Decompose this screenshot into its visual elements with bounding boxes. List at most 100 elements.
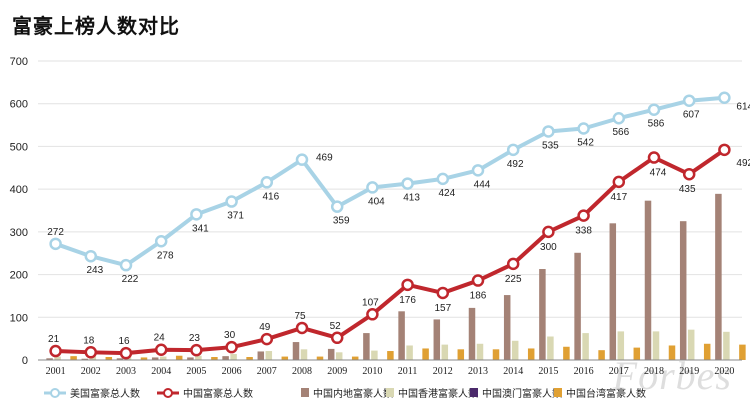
data-label-美国富豪总人数-2005: 341 (192, 223, 209, 234)
bar-中国内地富豪人数-2002 (81, 358, 89, 360)
legend-label-中国内地富豪人数: 中国内地富豪人数 (313, 387, 393, 400)
x-tick-label-2007: 2007 (257, 366, 277, 377)
bar-中国香港富豪人数-2005 (195, 355, 202, 360)
bar-中国台湾富豪人数-2006 (246, 357, 253, 360)
bar-中国香港富豪人数-2017 (617, 331, 625, 360)
data-label-中国富豪总人数-2001: 21 (48, 334, 60, 345)
data-label-美国富豪总人数-2010: 404 (368, 196, 385, 207)
bar-中国内地富豪人数-2012 (433, 319, 441, 360)
bar-中国内地富豪人数-2001 (46, 358, 53, 360)
legend-swatch-中国台湾富豪人数 (554, 388, 562, 397)
point-中国富豪总人数-2011 (401, 278, 414, 292)
bar-中国内地富豪人数-2003 (116, 358, 124, 360)
point-美国富豪总人数-2019 (682, 94, 696, 107)
y-tick-label-500: 500 (10, 141, 28, 153)
x-tick-label-2012: 2012 (433, 366, 453, 377)
bar-中国台湾富豪人数-2019 (703, 343, 711, 360)
bar-中国台湾富豪人数-2004 (175, 355, 183, 360)
data-label-中国富豪总人数-2011: 176 (399, 295, 416, 306)
y-tick-label-200: 200 (10, 270, 28, 282)
bar-中国内地富豪人数-2020 (715, 193, 722, 360)
y-tick-label-100: 100 (10, 312, 28, 324)
data-label-美国富豪总人数-2003: 222 (122, 274, 139, 285)
bar-中国台湾富豪人数-2020 (739, 344, 746, 360)
data-label-中国富豪总人数-2010: 107 (362, 297, 379, 308)
point-美国富豪总人数-2017 (612, 111, 626, 125)
bar-中国台湾富豪人数-2009 (351, 356, 359, 360)
data-label-美国富豪总人数-2017: 566 (612, 127, 629, 138)
data-label-美国富豪总人数-2001: 272 (47, 227, 64, 238)
bar-中国台湾富豪人数-2012 (457, 349, 465, 360)
x-tick-label-2014: 2014 (503, 366, 523, 377)
data-label-中国富豪总人数-2004: 24 (154, 333, 166, 344)
data-label-中国富豪总人数-2019: 435 (679, 184, 696, 195)
bar-中国香港富豪人数-2012 (441, 344, 449, 360)
point-美国富豪总人数-2015 (542, 125, 555, 138)
point-中国富豪总人数-2003 (119, 346, 133, 360)
x-tick-label-2002: 2002 (81, 366, 101, 377)
data-label-中国富豪总人数-2003: 16 (118, 336, 130, 347)
point-中国富豪总人数-2013 (471, 274, 485, 287)
y-tick-label-0: 0 (22, 355, 28, 367)
legend-swatch-中国内地富豪人数 (301, 388, 309, 397)
bar-中国台湾富豪人数-2008 (316, 356, 324, 360)
x-tick-label-2005: 2005 (186, 366, 206, 377)
data-label-美国富豪总人数-2008: 469 (316, 153, 333, 164)
data-label-美国富豪总人数-2014: 492 (507, 159, 524, 170)
data-label-中国富豪总人数-2020: 492 (736, 158, 750, 169)
x-tick-label-2019: 2019 (679, 366, 699, 377)
bar-中国香港富豪人数-2016 (582, 333, 589, 360)
legend-label-中国台湾富豪人数: 中国台湾富豪人数 (566, 387, 646, 400)
point-中国富豪总人数-2015 (542, 225, 555, 239)
bar-中国内地富豪人数-2017 (609, 223, 617, 360)
point-美国富豪总人数-2013 (471, 164, 485, 177)
bar-中国香港富豪人数-2007 (265, 351, 273, 360)
x-tick-label-2004: 2004 (151, 366, 171, 377)
y-tick-label-300: 300 (10, 227, 28, 239)
bar-中国香港富豪人数-2015 (547, 336, 554, 360)
point-中国富豪总人数-2012 (436, 286, 450, 300)
data-label-美国富豪总人数-2009: 359 (333, 216, 350, 227)
data-label-中国富豪总人数-2008: 75 (294, 311, 306, 322)
point-中国富豪总人数-2005 (190, 343, 203, 357)
bar-中国香港富豪人数-2010 (371, 350, 378, 360)
point-美国富豪总人数-2007 (260, 176, 274, 189)
data-label-美国富豪总人数-2018: 586 (648, 119, 665, 130)
bar-中国内地富豪人数-2010 (363, 333, 370, 360)
x-tick-label-2020: 2020 (714, 366, 734, 377)
x-tick-label-2015: 2015 (538, 366, 558, 377)
bar-中国香港富豪人数-2008 (300, 349, 308, 360)
bar-中国内地富豪人数-2018 (644, 200, 652, 360)
data-label-中国富豪总人数-2015: 300 (540, 242, 557, 253)
x-tick-label-2011: 2011 (398, 366, 418, 377)
point-中国富豪总人数-2002 (84, 346, 98, 359)
bar-中国内地富豪人数-2013 (468, 307, 476, 360)
point-中国富豪总人数-2019 (682, 167, 696, 181)
bar-中国内地富豪人数-2011 (398, 311, 405, 360)
point-美国富豪总人数-2011 (401, 177, 414, 190)
bar-中国香港富豪人数-2019 (687, 329, 695, 360)
legend-swatch-中国香港富豪人数 (386, 388, 394, 397)
y-tick-label-400: 400 (10, 184, 28, 196)
bar-中国香港富豪人数-2020 (723, 331, 730, 360)
x-tick-label-2003: 2003 (116, 366, 136, 377)
data-label-中国富豪总人数-2016: 338 (575, 226, 592, 237)
point-中国富豪总人数-2006 (225, 340, 238, 354)
y-axis: 0 100 200 300 400 500 600 700 (10, 56, 28, 367)
bar-中国香港富豪人数-2014 (511, 340, 519, 360)
bar-中国台湾富豪人数-2016 (598, 350, 605, 360)
legend-swatch-中国澳门富豪人数 (470, 388, 478, 397)
chart-title: 富豪上榜人数对比 (12, 14, 180, 38)
bar-中国台湾富豪人数-2015 (563, 346, 570, 360)
bar-中国台湾富豪人数-2010 (387, 351, 394, 360)
y-tick-label-700: 700 (10, 56, 28, 68)
data-label-美国富豪总人数-2011: 413 (403, 193, 420, 204)
point-美国富豪总人数-2005 (190, 208, 203, 221)
bar-中国台湾富豪人数-2017 (633, 347, 641, 360)
point-美国富豪总人数-2006 (225, 195, 238, 208)
point-美国富豪总人数-2009 (330, 200, 344, 213)
bar-中国内地富豪人数-2008 (292, 342, 300, 360)
point-中国富豪总人数-2007 (260, 332, 274, 346)
bar-中国内地富豪人数-2004 (151, 357, 159, 360)
x-tick-label-2016: 2016 (574, 366, 594, 377)
